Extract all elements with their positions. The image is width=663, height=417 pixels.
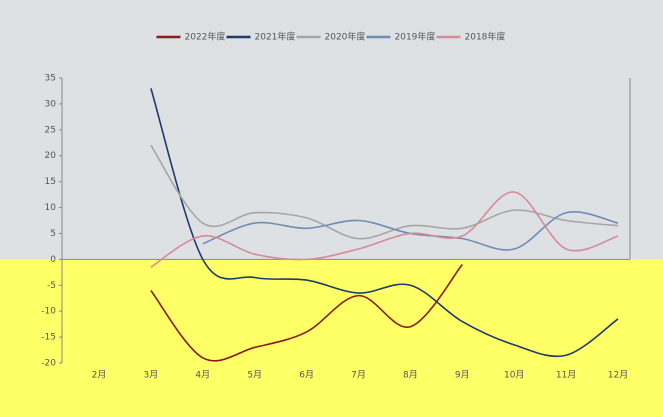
legend-label: 2020年度 [325, 31, 366, 43]
series-line [150, 191, 619, 268]
y-tick-label: 20 [45, 151, 57, 161]
x-tick-label: 2月 [92, 370, 107, 381]
series-line [150, 88, 619, 358]
x-tick-label: 3月 [144, 370, 159, 381]
y-tick-label: -10 [41, 307, 56, 317]
y-tick-label: -20 [41, 359, 56, 369]
y-tick-label: 15 [45, 177, 56, 187]
y-tick-label: -5 [47, 281, 56, 291]
series-line [150, 264, 463, 362]
y-tick-label: 35 [45, 74, 56, 84]
x-tick-label: 4月 [195, 370, 210, 381]
y-tick-label: -15 [41, 333, 56, 343]
legend-label: 2021年度 [255, 31, 296, 43]
lower-area [0, 259, 663, 417]
legend-label: 2019年度 [395, 31, 436, 43]
y-tick-label: 30 [45, 99, 57, 109]
y-tick-label: 10 [45, 203, 57, 213]
x-tick-label: 9月 [455, 370, 470, 381]
x-tick-label: 12月 [608, 370, 628, 381]
x-tick-label: 5月 [247, 370, 262, 381]
x-tick-label: 7月 [351, 370, 366, 381]
y-tick-label: 0 [50, 255, 56, 265]
y-tick-label: 5 [50, 229, 56, 239]
x-tick-label: 11月 [556, 370, 576, 381]
x-tick-label: 10月 [504, 370, 524, 381]
y-tick-label: 25 [45, 125, 56, 135]
x-tick-label: 6月 [299, 370, 314, 381]
legend-label: 2022年度 [185, 31, 226, 43]
x-tick-label: 8月 [403, 370, 418, 381]
legend: 2022年度 2021年度 2020年度 2019年度 2018年度 [156, 31, 506, 43]
legend-label: 2018年度 [465, 31, 506, 43]
